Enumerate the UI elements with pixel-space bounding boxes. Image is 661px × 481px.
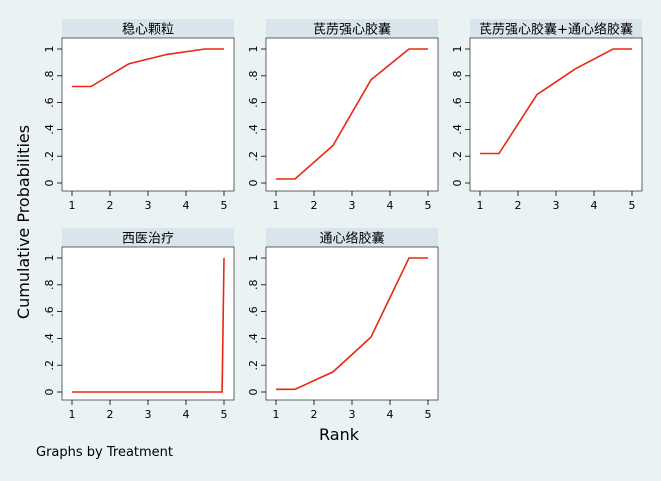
panels: 稳心颗粒 0 .2 .4 .6 .8 1 1 2 3 4 5 芪苈强心胶囊 0 .2 .4 .6 .8 1 1 2 3 4 5…	[43, 19, 643, 421]
x-tick-label: 3	[145, 199, 152, 212]
x-tick-label: 4	[183, 408, 190, 421]
cumulative-probability-line	[480, 48, 632, 155]
panel-title: 西医治疗	[122, 232, 174, 247]
y-tick-label: .8	[247, 280, 260, 291]
footnote: Graphs by Treatment	[36, 445, 174, 460]
x-tick-label: 1	[477, 199, 484, 212]
panel-title-bar	[62, 228, 234, 247]
cumulative-probability-line	[276, 257, 428, 391]
y-tick-label: .2	[43, 360, 56, 371]
x-tick-label: 4	[387, 408, 394, 421]
x-tick-label: 5	[221, 199, 228, 212]
x-tick-label: 1	[273, 408, 280, 421]
x-axis-title: Rank	[319, 425, 360, 444]
y-tick-label: .4	[247, 124, 260, 135]
x-tick-label: 4	[387, 199, 394, 212]
x-tick-label: 3	[553, 199, 560, 212]
x-tick-label: 2	[311, 408, 318, 421]
panel-title-bar	[266, 228, 438, 247]
x-tick-label: 5	[425, 408, 432, 421]
panel-4: 西医治疗 0 .2 .4 .6 .8 1 1 2 3 4 5	[43, 228, 235, 421]
y-tick-label: 0	[43, 180, 56, 187]
plot-area	[61, 37, 235, 192]
panel-title: 稳心颗粒	[122, 22, 174, 38]
y-tick-label: 0	[247, 389, 260, 396]
x-tick-label: 3	[145, 408, 152, 421]
panel-title: 通心络胶囊	[319, 231, 384, 247]
cumulative-probability-line	[72, 48, 224, 88]
y-tick-label: .2	[43, 151, 56, 162]
y-tick-label: .2	[247, 151, 260, 162]
x-tick-label: 1	[69, 408, 76, 421]
x-tick-label: 2	[107, 408, 114, 421]
y-tick-label: .8	[43, 71, 56, 82]
x-tick-label: 4	[591, 199, 598, 212]
y-tick-label: 1	[247, 255, 260, 262]
x-tick-label: 5	[221, 408, 228, 421]
y-tick-label: .2	[451, 151, 464, 162]
x-tick-label: 5	[425, 199, 432, 212]
y-tick-label: 0	[43, 389, 56, 396]
y-tick-label: 1	[43, 255, 56, 262]
y-axis-title: Cumulative Probabilities	[14, 125, 33, 319]
y-tick-label: .6	[247, 306, 260, 317]
x-tick-label: 3	[349, 199, 356, 212]
x-tick-label: 5	[629, 199, 636, 212]
y-tick-label: .8	[43, 280, 56, 291]
plot-area	[265, 246, 439, 401]
cumulative-probability-line	[276, 48, 428, 180]
y-tick-label: 0	[451, 180, 464, 187]
panel-title: 芪苈强心胶囊	[313, 22, 391, 38]
y-tick-label: 0	[247, 180, 260, 187]
panel-2: 芪苈强心胶囊 0 .2 .4 .6 .8 1 1 2 3 4 5	[247, 19, 439, 212]
panel-title: 芪苈强心胶囊+通心络胶囊	[479, 22, 633, 38]
y-tick-label: .6	[43, 97, 56, 108]
y-tick-label: 1	[247, 46, 260, 53]
panel-title-bar	[266, 19, 438, 38]
y-tick-label: .8	[247, 71, 260, 82]
y-tick-label: .4	[43, 333, 56, 344]
plot-area	[265, 37, 439, 192]
y-tick-label: .2	[247, 360, 260, 371]
y-tick-label: .4	[43, 124, 56, 135]
x-tick-label: 2	[515, 199, 522, 212]
y-tick-label: .6	[451, 97, 464, 108]
y-tick-label: 1	[451, 46, 464, 53]
y-tick-label: .4	[247, 333, 260, 344]
panel-5: 通心络胶囊 0 .2 .4 .6 .8 1 1 2 3 4 5	[247, 228, 439, 421]
panel-3: 芪苈强心胶囊+通心络胶囊 0 .2 .4 .6 .8 1 1 2 3 4 5	[451, 19, 643, 212]
plot-area	[61, 246, 235, 401]
y-tick-label: .8	[451, 71, 464, 82]
x-tick-label: 3	[349, 408, 356, 421]
panel-1: 稳心颗粒 0 .2 .4 .6 .8 1 1 2 3 4 5	[43, 19, 235, 212]
x-tick-label: 2	[311, 199, 318, 212]
panel-title-bar	[470, 19, 642, 38]
y-tick-label: .4	[451, 124, 464, 135]
cumulative-probability-line	[72, 257, 225, 393]
x-tick-label: 2	[107, 199, 114, 212]
y-tick-label: 1	[43, 46, 56, 53]
x-tick-label: 1	[69, 199, 76, 212]
x-tick-label: 1	[273, 199, 280, 212]
panel-title-bar	[62, 19, 234, 38]
plot-area	[469, 37, 643, 192]
y-tick-label: .6	[247, 97, 260, 108]
y-tick-label: .6	[43, 306, 56, 317]
x-tick-label: 4	[183, 199, 190, 212]
